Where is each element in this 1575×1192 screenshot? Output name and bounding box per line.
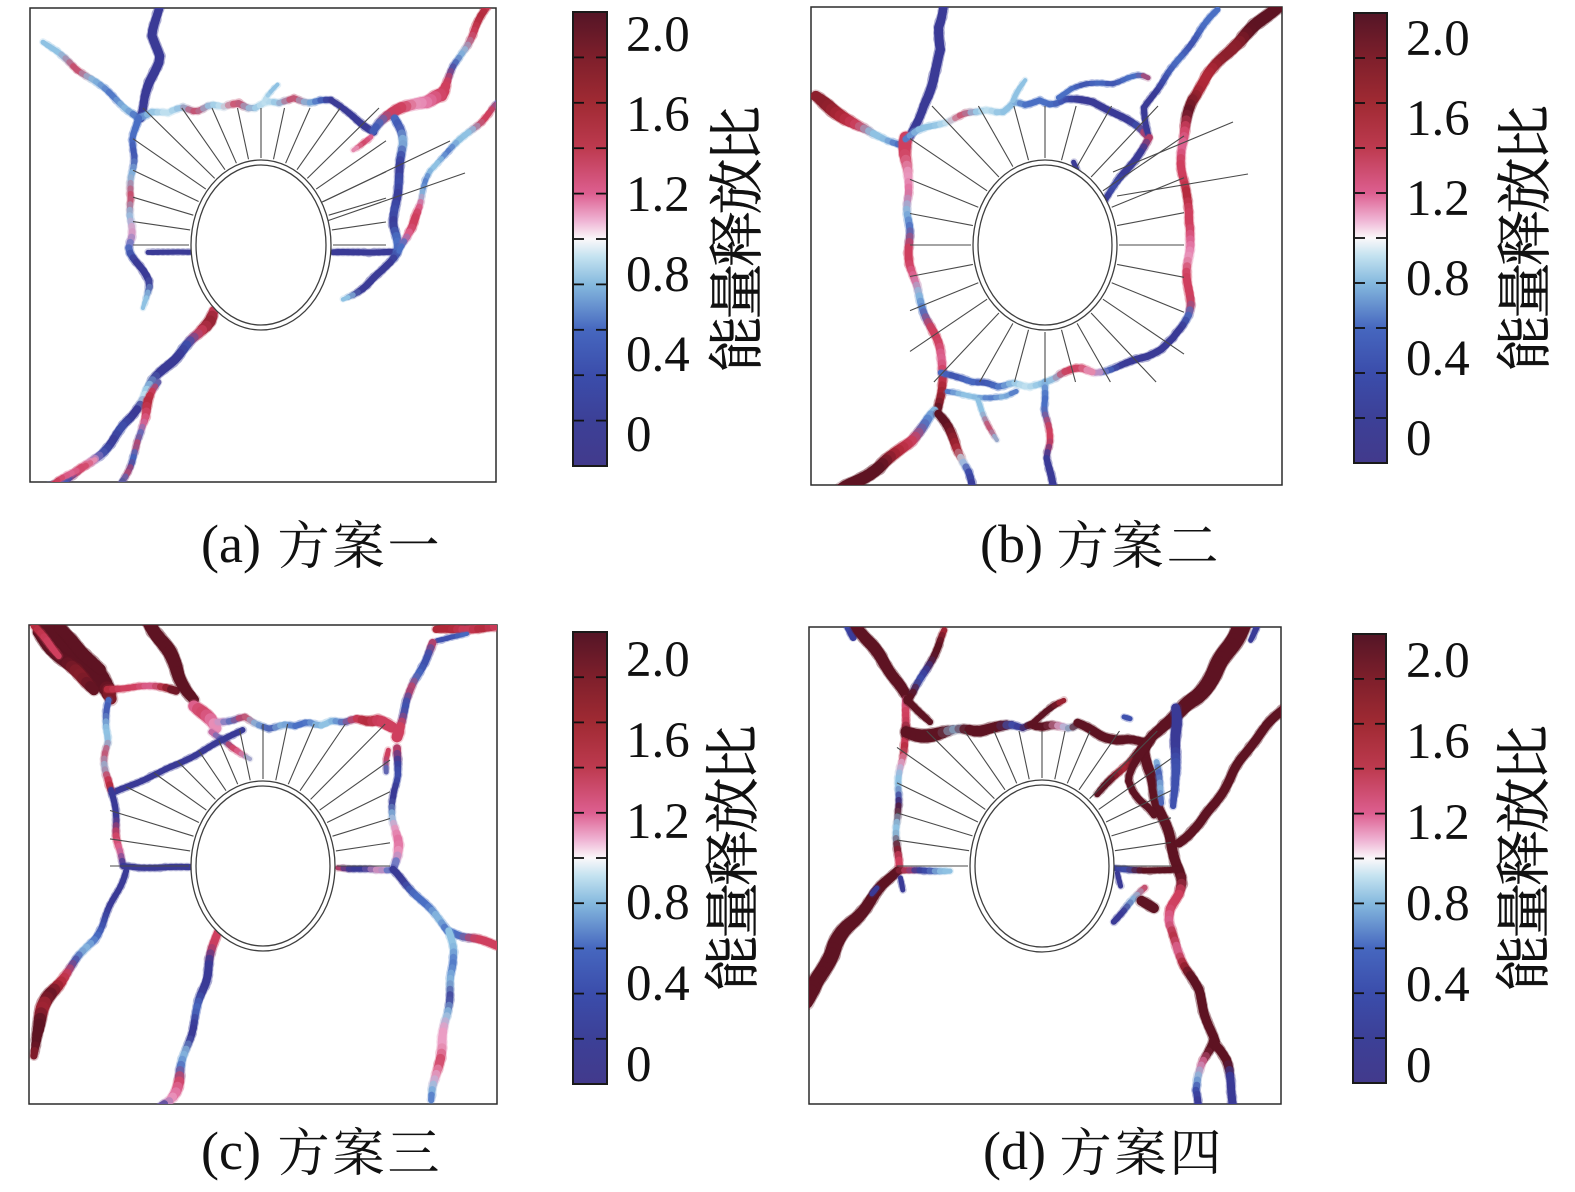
svg-text:0: 0 (626, 1037, 652, 1093)
svg-text:0: 0 (1406, 411, 1432, 467)
svg-text:0: 0 (1406, 1038, 1432, 1094)
svg-text:(d): (d) (983, 1121, 1046, 1181)
svg-text:0.8: 0.8 (626, 875, 690, 931)
svg-text:1.6: 1.6 (1406, 714, 1470, 770)
svg-text:1.2: 1.2 (626, 167, 690, 223)
svg-text:1.6: 1.6 (1406, 91, 1470, 147)
svg-text:1.6: 1.6 (626, 87, 690, 143)
svg-text:1.2: 1.2 (1406, 795, 1470, 851)
svg-text:2.0: 2.0 (626, 7, 690, 63)
svg-text:0.4: 0.4 (626, 956, 690, 1012)
svg-text:2.0: 2.0 (626, 632, 690, 688)
svg-text:0.4: 0.4 (1406, 957, 1470, 1013)
svg-text:(a): (a) (201, 514, 261, 574)
svg-text:2.0: 2.0 (1406, 11, 1470, 67)
svg-text:0.8: 0.8 (1406, 876, 1470, 932)
svg-text:0.4: 0.4 (626, 327, 690, 383)
svg-text:1.2: 1.2 (1406, 171, 1470, 227)
svg-text:2.0: 2.0 (1406, 633, 1470, 689)
svg-text:0.8: 0.8 (1406, 251, 1470, 307)
svg-text:1.2: 1.2 (626, 794, 690, 850)
svg-text:0: 0 (626, 407, 652, 463)
svg-text:(c): (c) (201, 1121, 261, 1181)
svg-text:1.6: 1.6 (626, 713, 690, 769)
svg-text:(b): (b) (980, 514, 1043, 574)
svg-text:0.8: 0.8 (626, 247, 690, 303)
svg-text:0.4: 0.4 (1406, 331, 1470, 387)
